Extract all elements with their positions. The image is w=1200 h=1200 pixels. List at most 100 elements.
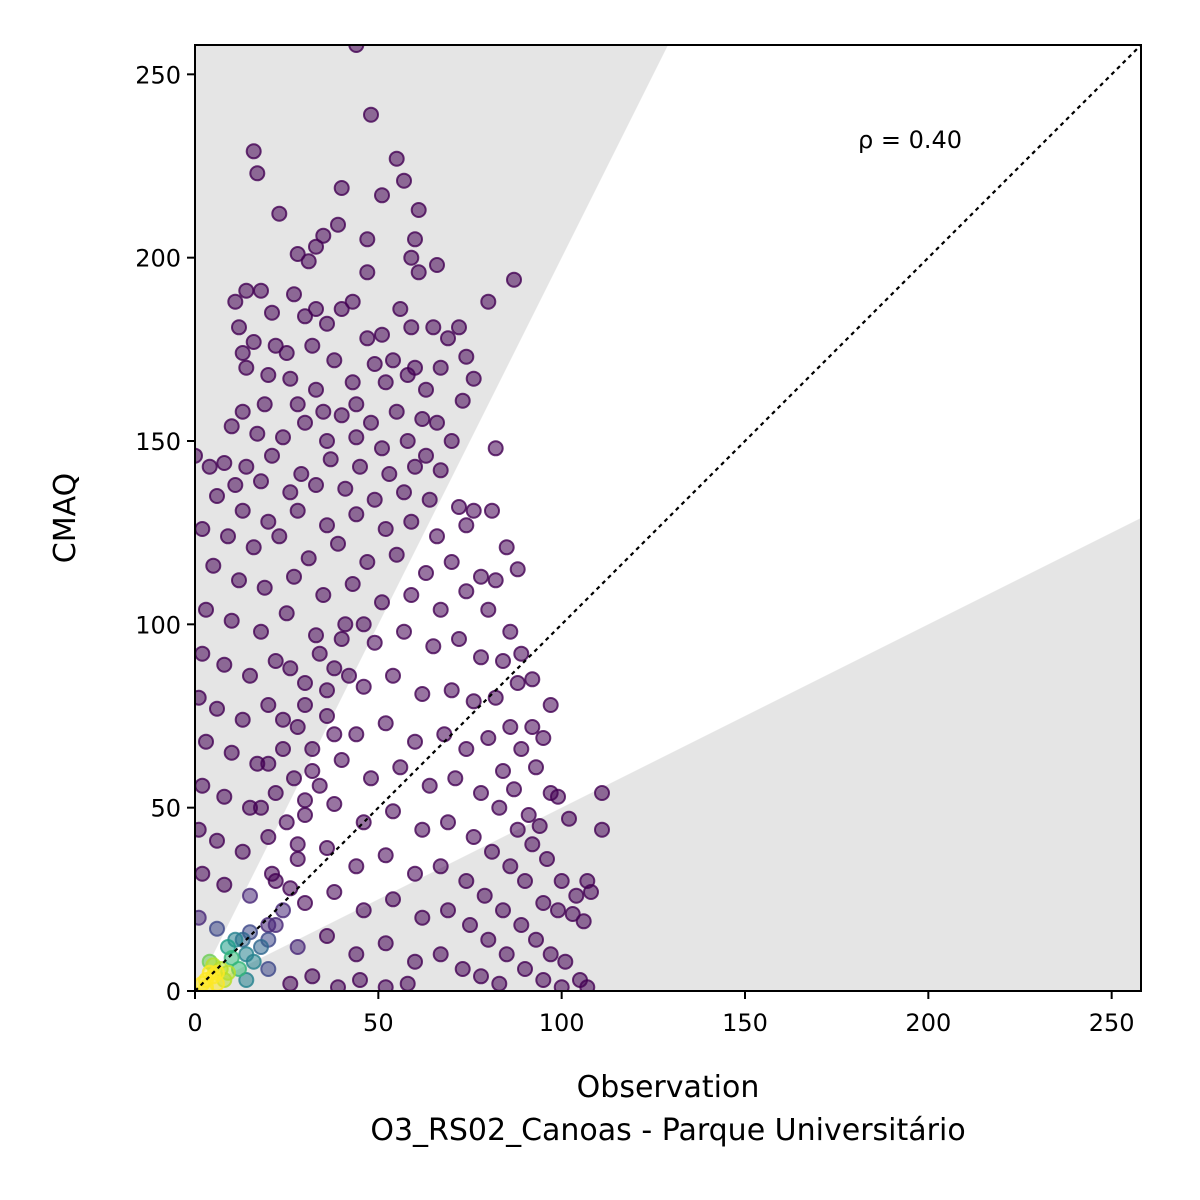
data-point bbox=[432, 359, 449, 376]
data-point bbox=[399, 367, 416, 383]
data-point bbox=[260, 367, 277, 383]
reference-line-layer bbox=[195, 45, 1141, 991]
data-point bbox=[195, 645, 211, 662]
x-tick-label: 50 bbox=[363, 1009, 394, 1037]
data-point bbox=[195, 821, 207, 838]
data-point bbox=[363, 414, 379, 431]
data-point bbox=[454, 961, 471, 977]
data-point bbox=[238, 282, 255, 299]
data-point bbox=[275, 711, 291, 728]
data-point bbox=[297, 697, 313, 713]
data-point bbox=[333, 407, 350, 424]
data-point bbox=[260, 917, 277, 933]
data-point bbox=[377, 935, 394, 952]
data-point bbox=[282, 370, 299, 387]
data-point bbox=[304, 741, 321, 757]
data-point bbox=[234, 403, 251, 420]
data-point bbox=[337, 616, 354, 633]
data-point bbox=[275, 741, 291, 757]
data-point bbox=[278, 605, 295, 622]
data-point bbox=[267, 337, 284, 354]
data-point bbox=[535, 972, 552, 988]
data-point bbox=[465, 502, 482, 519]
data-point bbox=[319, 682, 335, 699]
data-point bbox=[517, 961, 533, 977]
data-point bbox=[524, 836, 541, 853]
data-point bbox=[195, 865, 211, 882]
data-point bbox=[410, 202, 427, 218]
data-point bbox=[414, 411, 431, 427]
data-point bbox=[220, 528, 236, 545]
data-point bbox=[513, 645, 530, 662]
data-point bbox=[374, 440, 390, 457]
data-point bbox=[359, 554, 376, 570]
data-point bbox=[531, 818, 548, 834]
data-point bbox=[429, 528, 445, 545]
data-point bbox=[348, 726, 365, 743]
data-point bbox=[304, 763, 321, 779]
data-point bbox=[293, 466, 310, 482]
data-point bbox=[355, 902, 372, 919]
data-point bbox=[542, 697, 559, 713]
data-point bbox=[473, 785, 489, 801]
data-point bbox=[198, 733, 214, 750]
data-point bbox=[348, 946, 365, 963]
data-point bbox=[458, 517, 475, 534]
data-point bbox=[363, 770, 379, 787]
data-point bbox=[355, 814, 372, 831]
data-point bbox=[440, 902, 456, 919]
data-point bbox=[333, 180, 350, 196]
data-point bbox=[396, 484, 412, 501]
data-point bbox=[267, 653, 284, 669]
data-point bbox=[330, 979, 346, 991]
data-point bbox=[223, 950, 240, 966]
data-point bbox=[260, 697, 277, 713]
data-point bbox=[348, 858, 365, 875]
data-point bbox=[337, 480, 354, 497]
data-point bbox=[304, 968, 321, 985]
data-point bbox=[253, 282, 269, 299]
data-point bbox=[377, 847, 394, 864]
data-point bbox=[260, 513, 277, 530]
lower-shaded-region bbox=[195, 518, 1141, 991]
data-point bbox=[282, 484, 299, 501]
data-point bbox=[451, 499, 467, 515]
data-point bbox=[238, 359, 255, 376]
data-point bbox=[399, 433, 416, 449]
data-point bbox=[348, 396, 365, 413]
data-point bbox=[377, 979, 394, 991]
data-point bbox=[289, 502, 306, 519]
data-point bbox=[231, 572, 247, 589]
data-point bbox=[330, 216, 346, 233]
x-axis-sublabel: O3_RS02_Canoas - Parque Universitário bbox=[370, 1113, 965, 1148]
data-point bbox=[223, 612, 240, 629]
data-point bbox=[286, 770, 302, 787]
data-point bbox=[275, 902, 291, 919]
data-point bbox=[502, 858, 519, 875]
data-point bbox=[289, 719, 306, 735]
data-point bbox=[432, 858, 449, 875]
data-point bbox=[223, 418, 240, 435]
data-point bbox=[421, 491, 438, 508]
y-axis-ticks: 0 50 100 150 200 250 bbox=[135, 61, 195, 1006]
data-point bbox=[429, 414, 445, 431]
data-point bbox=[344, 293, 361, 310]
data-point bbox=[480, 293, 497, 310]
data-point bbox=[487, 572, 504, 589]
data-point bbox=[403, 249, 420, 266]
data-point bbox=[374, 594, 390, 611]
x-tick-label: 250 bbox=[1089, 1009, 1135, 1037]
data-point bbox=[267, 785, 284, 801]
data-point bbox=[308, 477, 324, 493]
x-axis-label: Observation bbox=[577, 1070, 760, 1105]
data-point bbox=[326, 660, 343, 677]
x-tick-label: 200 bbox=[905, 1009, 951, 1037]
data-point bbox=[509, 821, 526, 838]
data-point bbox=[443, 433, 460, 449]
data-point bbox=[377, 715, 394, 732]
data-point bbox=[432, 601, 449, 618]
data-point bbox=[528, 931, 544, 948]
data-point bbox=[447, 770, 464, 787]
data-point bbox=[234, 502, 251, 519]
data-point bbox=[421, 777, 438, 794]
